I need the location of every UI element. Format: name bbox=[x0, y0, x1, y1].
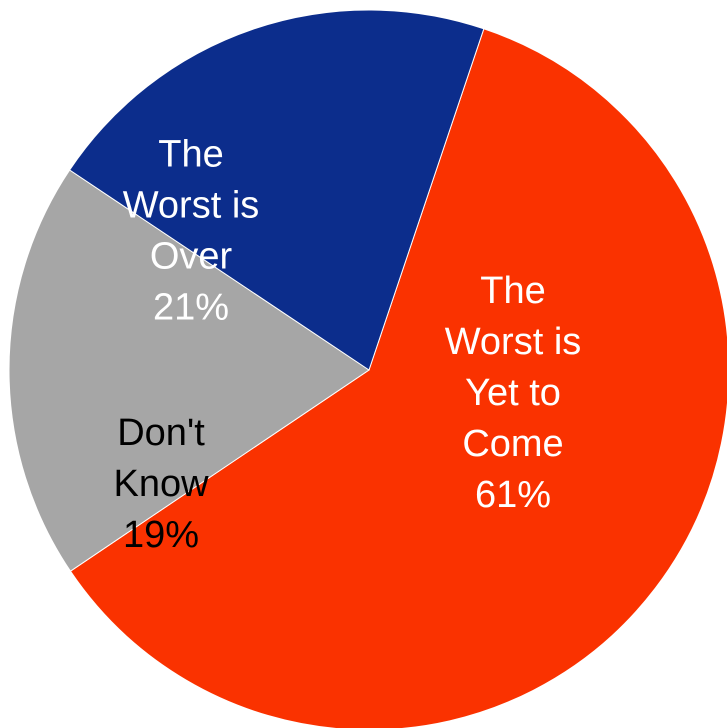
slice-label-2-line-3: 19% bbox=[123, 514, 199, 556]
pie-slice-2 bbox=[8, 169, 370, 572]
slice-label-3-line-1: The bbox=[158, 134, 223, 176]
pie-slice-3 bbox=[68, 9, 485, 371]
pie-slice-1 bbox=[69, 28, 727, 728]
slice-label-1-line-2: Worst is bbox=[445, 321, 582, 363]
slice-label-3-line-3: Over bbox=[150, 236, 233, 278]
slice-label-1: The Worst is Yet to Come 61% bbox=[445, 270, 582, 516]
slice-label-3-line-2: Worst is bbox=[123, 185, 260, 227]
slice-label-1-line-5: 61% bbox=[475, 474, 551, 516]
slice-label-2-line-2: Know bbox=[113, 463, 209, 505]
slice-label-2-line-1: Don't bbox=[117, 412, 205, 454]
slice-label-1-line-4: Come bbox=[462, 423, 563, 465]
slice-label-3: The Worst is Over 21% bbox=[123, 134, 260, 329]
slice-label-1-line-1: The bbox=[480, 270, 545, 312]
slice-label-1-line-3: Yet to bbox=[465, 372, 561, 414]
slice-label-2: Don't Know 19% bbox=[113, 412, 209, 556]
slice-label-3-line-4: 21% bbox=[153, 287, 229, 329]
